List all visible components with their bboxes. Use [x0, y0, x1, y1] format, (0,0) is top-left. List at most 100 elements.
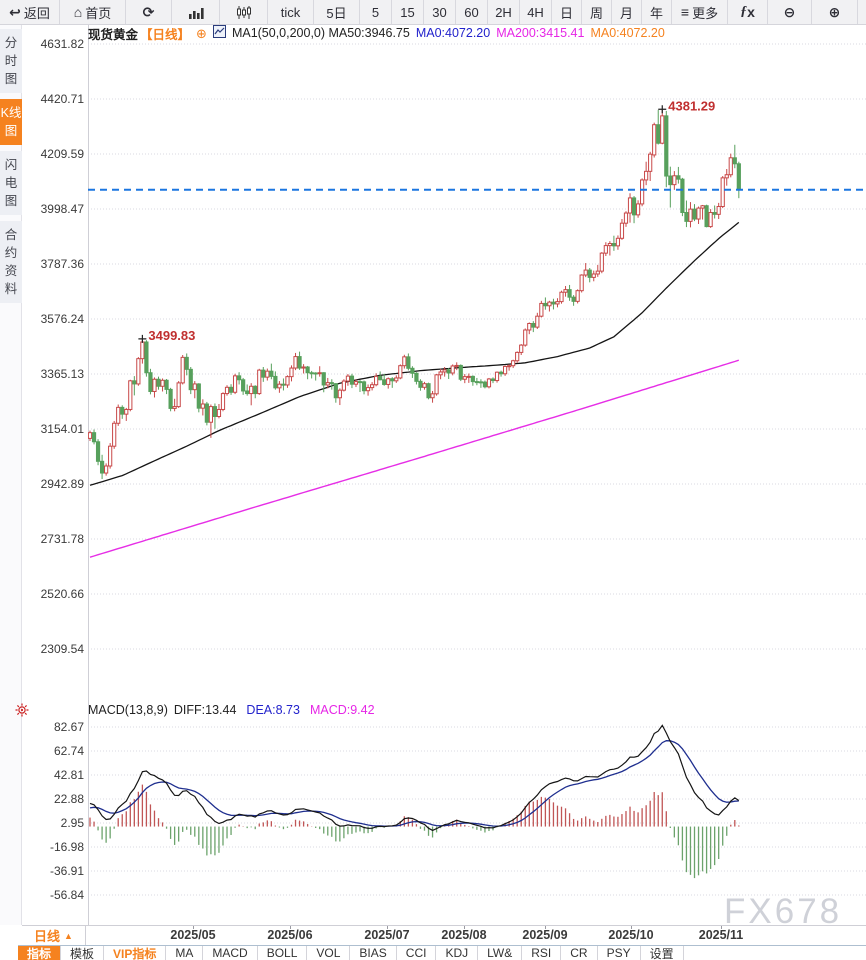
candle-body	[257, 369, 262, 395]
tab-psy[interactable]: PSY	[598, 946, 641, 960]
macd-axis-label: 42.81	[53, 768, 84, 782]
x-axis-row: 日线 ▲ 2025/05 2025/06 2025/07 2025/08 2025/09…	[22, 925, 866, 945]
candle-body	[164, 379, 169, 390]
tab-settings[interactable]: 设置	[641, 946, 684, 960]
macd-diff-line	[89, 724, 740, 832]
tab-rsi[interactable]: RSI	[522, 946, 562, 960]
tab-vip-indicator[interactable]: VIP指标	[104, 946, 167, 960]
sidebar-item-lightning-chart[interactable]: 闪电图	[0, 151, 22, 215]
candle-body	[176, 382, 181, 408]
period-15min-button[interactable]: 15	[392, 0, 424, 24]
period-week-button[interactable]: 周	[582, 0, 612, 24]
candle-body	[414, 372, 419, 382]
tab-macd[interactable]: MACD	[203, 946, 258, 960]
period-30min-button-label: 30	[432, 4, 447, 20]
period-4h-button[interactable]: 4H	[520, 0, 552, 24]
candle-body	[474, 381, 479, 384]
candle-body	[571, 296, 576, 302]
candle-body	[724, 174, 729, 179]
candle-body	[208, 406, 214, 423]
period-tick-button[interactable]: tick	[268, 0, 314, 24]
candle-body	[470, 375, 475, 383]
period-2h-button[interactable]: 2H	[488, 0, 520, 24]
period-5day-button[interactable]: 5日	[314, 0, 360, 24]
candle-body	[289, 367, 294, 378]
candle-body	[329, 382, 334, 385]
candle-body	[599, 252, 604, 272]
macd-macd-value: MACD:9.42	[309, 702, 375, 717]
chart-canvas[interactable]: 3499.83 4381.29	[88, 25, 866, 925]
refresh-button[interactable]: ⟳	[126, 0, 172, 24]
tab-bias[interactable]: BIAS	[350, 946, 397, 960]
candle-body	[228, 386, 234, 393]
candle-body	[241, 379, 246, 392]
candle-body	[656, 124, 661, 144]
candle-body	[430, 393, 435, 399]
tab-template[interactable]: 模板	[61, 946, 105, 960]
candle-body	[237, 375, 242, 381]
period-30min-button[interactable]: 30	[424, 0, 456, 24]
macd-axis-label: 2.95	[60, 816, 84, 830]
candle-body	[172, 406, 177, 409]
candle-body	[591, 273, 596, 278]
tab-cr[interactable]: CR	[561, 946, 598, 960]
candle-body	[631, 197, 637, 216]
tab-cci[interactable]: CCI	[397, 946, 437, 960]
period-selector-button[interactable]: 日线 ▲	[22, 926, 86, 945]
candle-body	[124, 408, 129, 415]
period-day-button[interactable]: 日	[552, 0, 582, 24]
candle-body	[88, 432, 93, 439]
ma0-blue-value: MA0:4072.20	[415, 26, 491, 40]
candle-body	[603, 245, 608, 254]
candle-body	[144, 341, 149, 374]
chart-type-bars-button[interactable]	[172, 0, 220, 24]
candle-body	[108, 445, 113, 467]
add-indicator-icon[interactable]: ⊕	[196, 25, 207, 41]
sidebar-item-contract-info[interactable]: 合约资料	[0, 221, 22, 303]
candle-body	[245, 390, 250, 395]
sidebar-item-kline-chart[interactable]: K线图	[0, 99, 22, 145]
candle-body	[672, 175, 677, 186]
ma200-value: MA200:3415.41	[496, 26, 585, 40]
candle-body	[261, 369, 266, 378]
x-axis-label: 2025/08	[434, 926, 494, 942]
period-month-button[interactable]: 月	[612, 0, 642, 24]
tab-vol[interactable]: VOL	[307, 946, 351, 960]
tab-kdj[interactable]: KDJ	[436, 946, 479, 960]
price-axis-label: 3998.47	[40, 202, 84, 216]
price-axis-label: 2309.54	[40, 642, 84, 656]
candle-body	[575, 290, 580, 302]
bar-chart-icon	[188, 6, 204, 19]
sidebar-item-time-chart[interactable]: 分时图	[0, 29, 22, 93]
candle-body	[361, 381, 367, 392]
chart-type-candles-button[interactable]	[220, 0, 268, 24]
back-button[interactable]: ↩ 返回	[0, 0, 60, 24]
tab-boll[interactable]: BOLL	[258, 946, 308, 960]
candle-body	[188, 368, 193, 391]
indicator-settings-icon[interactable]	[15, 703, 29, 722]
more-button[interactable]: ≡ 更多	[672, 0, 728, 24]
period-5day-button-label: 5日	[326, 5, 347, 21]
candle-body	[406, 356, 411, 369]
candle-body	[531, 322, 536, 328]
candle-body	[220, 393, 226, 410]
period-5min-button[interactable]: 5	[360, 0, 392, 24]
price-axis-label: 3154.01	[40, 422, 84, 436]
candle-body	[519, 344, 524, 353]
candle-body	[365, 387, 371, 392]
tab-lw[interactable]: LW&	[478, 946, 523, 960]
zoom-in-button[interactable]: ⊕	[812, 0, 858, 24]
tab-indicator[interactable]: 指标	[18, 946, 62, 960]
tab-ma[interactable]: MA	[166, 946, 204, 960]
zoom-out-button[interactable]: ⊖	[768, 0, 812, 24]
period-week-button-label: 周	[589, 5, 603, 21]
home-button[interactable]: ⌂ 首页	[60, 0, 126, 24]
candle-body	[390, 378, 395, 382]
macd-axis-label: -36.91	[49, 864, 84, 878]
candle-body	[490, 378, 496, 382]
period-5min-button-label: 5	[371, 4, 380, 20]
candle-body	[168, 388, 173, 409]
period-60min-button[interactable]: 60	[456, 0, 488, 24]
period-year-button[interactable]: 年	[642, 0, 672, 24]
